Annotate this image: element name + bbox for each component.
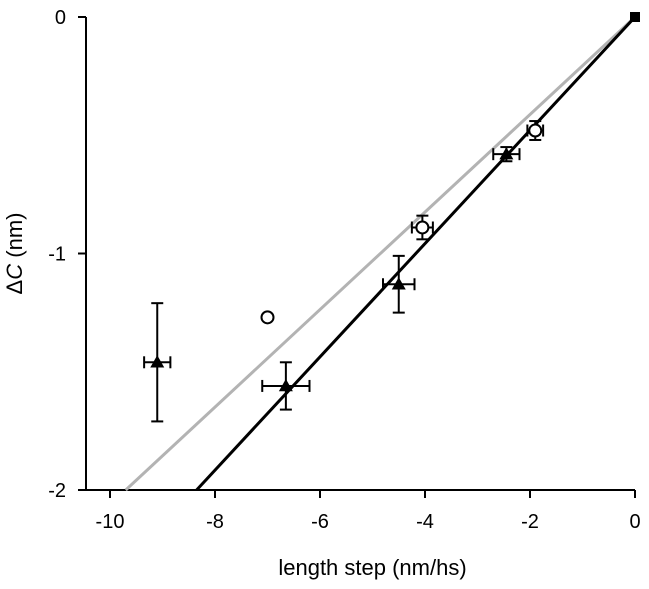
x-tick-label: -2: [521, 511, 539, 533]
data-point: [261, 361, 311, 411]
y-axis-label-prefix: Δ: [2, 279, 27, 294]
triangle-marker: [499, 147, 514, 160]
circle-marker: [415, 220, 430, 235]
y-axis-label-variable: C: [2, 264, 27, 280]
fit-lines: [124, 15, 637, 492]
triangle-marker: [278, 378, 293, 392]
y-axis-label: ΔC (nm): [2, 213, 27, 295]
data-point: [143, 302, 172, 423]
fit-line: [195, 15, 637, 492]
data-point: [410, 214, 434, 241]
data-point: [526, 120, 545, 141]
triangle-marker: [150, 355, 165, 368]
x-tick-label: -6: [311, 511, 329, 533]
circle-marker: [528, 123, 543, 138]
y-tick-label: 0: [55, 7, 66, 29]
x-tick-label: -4: [416, 511, 434, 533]
data-point: [630, 12, 640, 22]
x-axis-label: length step (nm/hs): [278, 555, 466, 580]
data-markers: [143, 12, 640, 423]
y-tick-label: -2: [48, 480, 66, 502]
triangle-marker: [391, 277, 406, 290]
x-tick-label: -10: [96, 511, 125, 533]
x-tick-label: 0: [629, 511, 640, 533]
data-point: [260, 310, 275, 325]
y-ticks: 0 -1 -2: [48, 7, 86, 502]
circle-marker: [260, 310, 275, 325]
data-point: [382, 254, 416, 314]
y-axis-label-suffix: (nm): [2, 213, 27, 264]
x-ticks: -10 -8 -6 -4 -2 0: [96, 490, 641, 533]
x-tick-label: -8: [206, 511, 224, 533]
fit-line: [124, 15, 637, 492]
data-point: [492, 146, 521, 163]
square-marker: [630, 12, 640, 22]
axes: [85, 17, 635, 491]
y-tick-label: -1: [48, 244, 66, 266]
